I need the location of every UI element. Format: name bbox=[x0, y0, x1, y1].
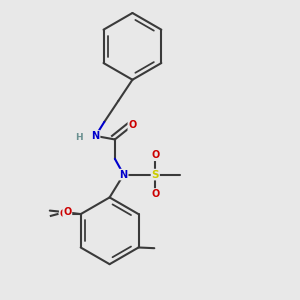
Text: S: S bbox=[152, 169, 159, 180]
Text: O: O bbox=[151, 150, 159, 160]
Text: O: O bbox=[128, 120, 136, 130]
Text: N: N bbox=[92, 131, 100, 141]
Text: N: N bbox=[120, 169, 128, 180]
Text: H: H bbox=[75, 133, 82, 142]
Text: O: O bbox=[63, 207, 71, 218]
Text: O: O bbox=[151, 189, 159, 199]
Text: O: O bbox=[60, 209, 68, 219]
